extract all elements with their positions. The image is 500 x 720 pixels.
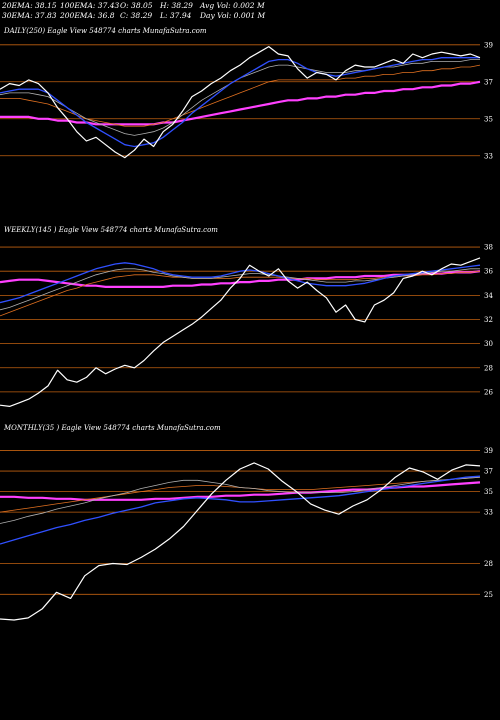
day-vol-readout: Day Vol: 0.001 M [200,11,266,20]
weekly-ma-a-line [0,268,480,311]
daily-title: DAILY(250) Eagle View 548774 charts Muna… [3,27,207,35]
weekly-ytick-label: 34 [484,292,493,300]
weekly-ytick-label: 28 [484,364,493,372]
ema20-readout: 20EMA: 38.15 [2,1,57,10]
daily-ma-b-line [0,64,481,127]
ema200-readout: 200EMA: 36.8 [60,11,115,20]
monthly-ma-a-line [0,476,481,524]
close-readout: C: 38.29 [120,11,153,20]
monthly-ema-slow-line [0,481,481,501]
weekly-ytick-label: 38 [484,244,493,252]
low-readout: L: 37.94 [160,11,192,20]
monthly-ytick-label: 37 [484,468,493,476]
daily-ytick-label: 35 [484,115,493,123]
weekly-ytick-label: 32 [484,316,493,324]
weekly-title: WEEKLY(145 ) Eagle View 548774 charts Mu… [4,226,218,234]
daily-ema-slow-line [0,80,481,126]
monthly-ytick-label: 35 [484,488,493,496]
ema100-readout: 100EMA: 37.43 [60,1,120,10]
daily-ytick-label: 39 [484,41,493,49]
weekly-price-line [0,257,481,407]
weekly-ema-fast-line [0,262,481,304]
daily-ema-fast-line [0,57,480,148]
high-readout: H: 38.29 [160,1,193,10]
daily-chart: DAILY(250) Eagle View 548774 charts Muna… [0,27,493,160]
monthly-ema-fast-line [0,475,481,545]
daily-price-line [0,45,481,159]
avg-vol-readout: Avg Vol: 0.002 M [200,1,265,10]
daily-ytick-label: 33 [484,152,493,160]
weekly-ytick-label: 30 [484,340,493,348]
monthly-price-line [0,462,481,621]
monthly-title: MONTHLY(35 ) Eagle View 548774 charts Mu… [3,424,221,432]
open-readout: O: 38.05 [120,1,153,10]
monthly-ytick-label: 28 [484,560,493,568]
daily-ma-a-line [0,59,480,136]
weekly-ytick-label: 26 [484,388,493,396]
weekly-ytick-label: 36 [484,268,493,276]
ema30-readout: 30EMA: 37.83 [2,11,57,20]
daily-ytick-label: 37 [484,78,493,86]
monthly-ytick-label: 33 [484,509,493,517]
monthly-ytick-label: 39 [484,447,493,455]
monthly-chart: MONTHLY(35 ) Eagle View 548774 charts Mu… [0,424,493,621]
monthly-ytick-label: 25 [484,591,493,599]
weekly-chart: WEEKLY(145 ) Eagle View 548774 charts Mu… [0,226,493,407]
